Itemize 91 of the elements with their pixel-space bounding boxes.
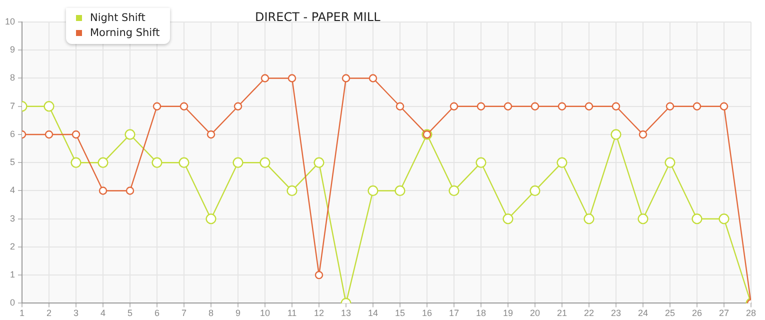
y-tick-label: 7 [10, 100, 16, 111]
point [610, 129, 622, 140]
y-tick-label: 0 [10, 298, 16, 308]
point [180, 102, 188, 110]
x-tick-label: 26 [692, 308, 702, 318]
point [530, 185, 540, 196]
point [44, 101, 54, 112]
y-tick-label: 8 [10, 72, 16, 83]
point [530, 102, 540, 110]
point [558, 102, 566, 110]
point [718, 214, 730, 224]
point [556, 157, 568, 168]
point [612, 102, 620, 110]
point [152, 157, 162, 168]
y-tick-label: 2 [10, 241, 16, 252]
x-tick-label: 25 [664, 308, 676, 318]
x-tick-label: 4 [100, 308, 106, 318]
x-tick-label: 18 [476, 308, 486, 318]
point [476, 102, 486, 110]
point [124, 129, 136, 140]
point [98, 157, 108, 168]
y-tick-label: 6 [10, 128, 16, 139]
point [476, 157, 486, 168]
point [666, 102, 674, 110]
y-tick-label: 5 [10, 157, 16, 168]
x-tick-label: 10 [260, 308, 270, 318]
x-tick-label: 6 [154, 308, 160, 318]
x-tick-label: 7 [182, 308, 187, 318]
x-tick-label: 20 [530, 308, 540, 318]
point [368, 185, 378, 196]
y-tick-label: 3 [10, 213, 16, 224]
point [206, 130, 216, 139]
x-tick-label: 21 [556, 308, 568, 318]
x-tick-label: 13 [341, 308, 352, 318]
y-tick-label: 4 [10, 185, 16, 196]
x-tick-label: 9 [236, 308, 241, 318]
point [286, 185, 298, 196]
x-tick-label: 28 [746, 308, 756, 318]
point [70, 157, 82, 168]
point [664, 157, 676, 168]
point [44, 130, 54, 139]
point [584, 102, 594, 110]
x-tick-label: 1 [20, 308, 25, 318]
point [692, 102, 702, 110]
x-tick-label: 19 [502, 308, 514, 318]
x-tick-label: 16 [422, 308, 432, 318]
point [504, 102, 512, 110]
point [638, 130, 648, 139]
point [394, 185, 406, 196]
x-tick-label: 15 [394, 308, 406, 318]
point [232, 157, 244, 168]
point [396, 102, 404, 110]
point [502, 214, 514, 224]
point [260, 157, 270, 168]
x-tick-label: 11 [287, 308, 297, 318]
x-tick-label: 27 [718, 308, 730, 318]
point [234, 102, 242, 110]
point [260, 74, 270, 82]
chart-title: DIRECT - PAPER MILL [255, 10, 380, 24]
x-tick-label: 8 [208, 308, 214, 318]
x-tick-label: 14 [368, 308, 378, 318]
point [314, 157, 324, 168]
legend-label: Morning Shift [90, 26, 160, 38]
point [720, 102, 728, 110]
y-tick-label: 10 [4, 16, 16, 26]
point [368, 74, 378, 82]
point [638, 214, 648, 224]
x-tick-label: 24 [638, 308, 648, 318]
x-tick-label: 5 [128, 308, 133, 318]
point [584, 214, 594, 224]
point [692, 214, 702, 224]
y-tick-label: 1 [10, 270, 16, 280]
point [314, 270, 324, 280]
point [72, 130, 80, 139]
point [152, 102, 162, 110]
point [126, 186, 134, 195]
y-tick-label: 9 [10, 44, 16, 55]
x-tick-label: 3 [74, 308, 79, 318]
point [342, 74, 350, 82]
point [98, 186, 108, 195]
legend-label: Night Shift [90, 12, 146, 24]
x-tick-label: 17 [448, 308, 460, 318]
point [178, 157, 190, 168]
x-tick-label: 2 [46, 308, 52, 318]
point [450, 102, 458, 110]
point [288, 74, 296, 82]
point [206, 214, 216, 224]
x-tick-label: 12 [314, 308, 324, 318]
x-tick-label: 23 [610, 308, 622, 318]
x-tick-label: 22 [584, 308, 594, 318]
point [448, 185, 460, 196]
